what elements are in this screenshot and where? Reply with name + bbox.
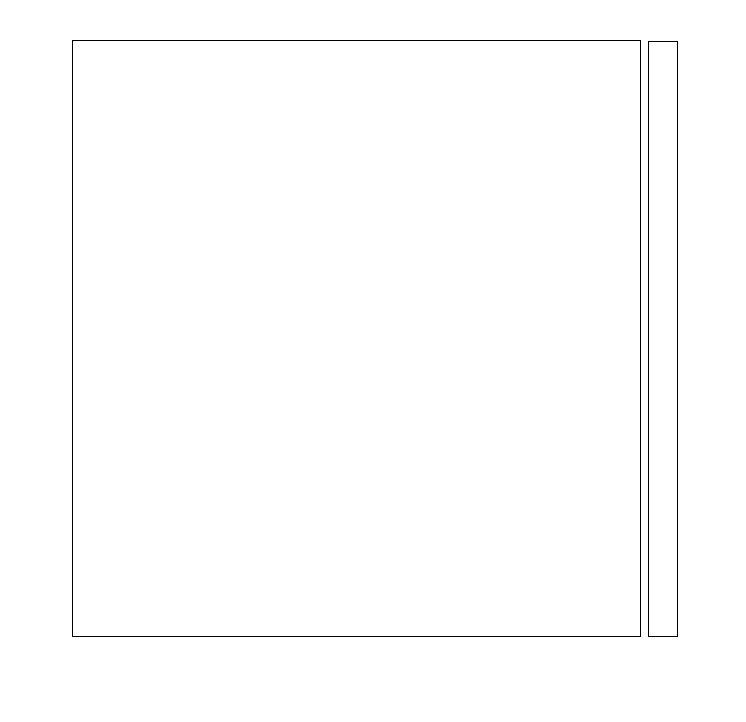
colorbar [648,41,678,637]
plot-frame [72,40,641,637]
heatmap-canvas [73,41,640,636]
colorbar-canvas [649,42,677,636]
